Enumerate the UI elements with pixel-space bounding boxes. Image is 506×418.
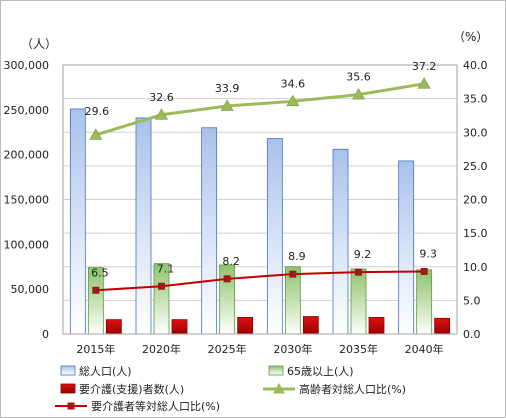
bar-total-population [266, 138, 283, 335]
right-axis-tick-label: 15.0 [463, 227, 488, 240]
category-label: 2040年 [405, 342, 444, 356]
bar-care-recipients [105, 319, 122, 335]
elderly-ratio-label: 33.9 [215, 82, 240, 95]
left-axis-tick-label: 200,000 [4, 149, 50, 162]
bar-age65-plus [416, 269, 433, 335]
care-ratio-label: 8.9 [288, 250, 306, 263]
right-axis-tick-label: 25.0 [463, 160, 488, 173]
care-ratio-label: 8.2 [222, 255, 240, 268]
elderly-ratio-label: 35.6 [346, 71, 371, 84]
plot-border [62, 64, 458, 335]
line-care-ratio [95, 270, 425, 292]
bar-age65-plus [219, 264, 236, 335]
left-axis-tick-label: 0 [42, 328, 49, 341]
bar-care-recipients [237, 317, 254, 335]
right-axis-tick-label: 40.0 [463, 59, 488, 72]
legend-label: 総人口(人) [79, 364, 132, 378]
right-axis-tick-label: 30.0 [463, 126, 488, 139]
legend-swatch [60, 383, 76, 394]
left-axis-ticks: 0 50,000 100,000 150,000 200,000 250,000 300,0… [4, 59, 50, 341]
left-axis-tick-label: 150,000 [4, 194, 50, 207]
legend-swatch [60, 365, 76, 376]
bar-age65-plus [350, 268, 367, 335]
bar-total-population [69, 108, 86, 335]
category-label: 2015年 [76, 342, 115, 356]
right-axis-tick-label: 35.0 [463, 93, 488, 106]
legend-label: 高齢者対総人口比(%) [299, 382, 406, 396]
line-elderly-ratio [95, 82, 425, 137]
square-marker [289, 270, 297, 278]
triangle-marker [220, 99, 234, 111]
bar-total-population [398, 160, 415, 335]
care-ratio-label: 9.2 [354, 248, 372, 261]
care-ratio-label: 7.1 [157, 262, 175, 275]
category-label: 2025年 [208, 342, 247, 356]
square-marker [92, 286, 100, 294]
right-axis-tick-label: 5.0 [463, 294, 481, 307]
triangle-marker [351, 87, 366, 100]
right-axis-tick-label: 20.0 [463, 194, 488, 207]
legend-label: 65歳以上(人) [287, 365, 354, 378]
bar-total-population [332, 148, 349, 335]
grid [63, 64, 457, 335]
triangle-marker [417, 77, 431, 89]
legend-square-marker [67, 402, 75, 410]
triangle-marker [154, 108, 169, 120]
bar-total-population [135, 117, 152, 335]
category-label: 2035年 [339, 342, 378, 356]
left-axis-tick-label: 250,000 [4, 104, 50, 117]
bar-care-recipients [434, 317, 451, 335]
category-label: 2020年 [142, 342, 181, 356]
legend-label: 要介護者等対総人口比(%) [91, 399, 220, 413]
square-marker [223, 275, 231, 283]
data-labels: 29.6 32.6 33.9 34.6 35.6 37.2 6.5 7.1 8.2 8.9 9.2 9… [85, 60, 437, 279]
markers [89, 77, 431, 294]
elderly-ratio-label: 34.6 [281, 77, 306, 90]
legend-triangle-marker [273, 383, 285, 394]
right-axis-tick-label: 0.0 [463, 328, 481, 341]
lines [95, 82, 425, 292]
left-axis-unit: （人） [21, 37, 57, 51]
plot-area-border [62, 64, 458, 335]
elderly-ratio-label: 37.2 [412, 60, 437, 73]
left-axis-tick-label: 100,000 [4, 238, 50, 251]
elderly-ratio-label: 29.6 [85, 105, 110, 118]
bar-care-recipients [368, 317, 385, 335]
square-marker [355, 268, 362, 276]
bar-care-recipients [171, 319, 188, 335]
care-ratio-label: 6.5 [91, 266, 109, 279]
right-axis-unit: （%） [453, 30, 488, 44]
bar-care-recipients [302, 316, 319, 335]
triangle-marker [286, 94, 300, 107]
triangle-marker [89, 128, 103, 140]
care-ratio-label: 9.3 [419, 247, 437, 260]
legend-label: 要介護(支援)者数(人) [79, 382, 184, 396]
square-marker [420, 267, 428, 275]
elderly-ratio-label: 32.6 [149, 91, 174, 104]
category-labels: 2015年 2020年 2025年 2030年 2035年 2040年 [76, 342, 443, 356]
legend-swatch [268, 365, 284, 376]
left-axis-tick-label: 300,000 [4, 59, 50, 72]
right-axis-tick-label: 10.0 [463, 261, 488, 274]
square-marker [158, 282, 165, 290]
category-label: 2030年 [273, 342, 312, 356]
left-axis-tick-label: 50,000 [11, 283, 50, 296]
legend: 総人口(人) 65歳以上(人) 要介護(支援)者数(人) 高齢者対総人口比(%) 要介護… [55, 364, 406, 413]
right-axis-ticks: 0.0 5.0 10.0 15.0 20.0 25.0 30.0 35.0 40.0 [463, 59, 488, 341]
bar-total-population [201, 127, 218, 335]
